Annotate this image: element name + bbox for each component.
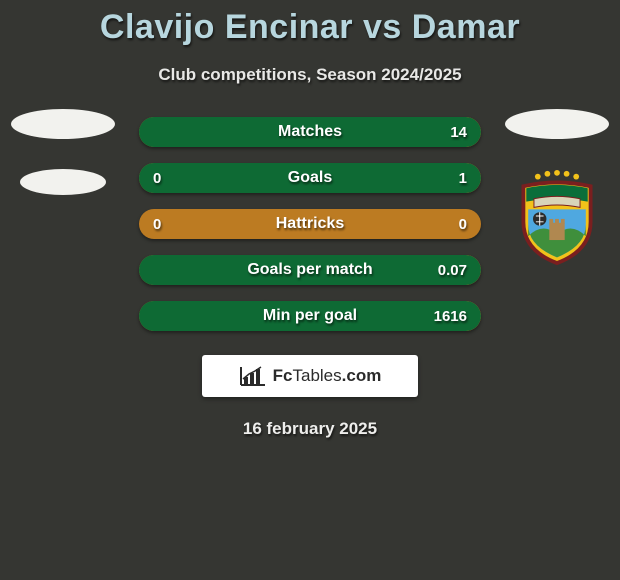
stat-value-right: 1 [459, 170, 467, 187]
stat-value-right: 0 [459, 216, 467, 233]
stat-row: Min per goal 1616 [139, 301, 481, 331]
stat-row: Goals per match 0.07 [139, 255, 481, 285]
site-logo-text: FcTables.com [273, 366, 382, 386]
stat-value-right: 0.07 [438, 262, 467, 279]
update-date: 16 february 2025 [0, 419, 620, 439]
stat-row: 0 Hattricks 0 [139, 209, 481, 239]
right-badge-1 [505, 109, 609, 139]
site-logo[interactable]: FcTables.com [202, 355, 418, 397]
bar-chart-icon [239, 365, 267, 387]
left-badge-2 [20, 169, 106, 195]
left-club-badges [8, 109, 118, 195]
stat-row: 0 Goals 1 [139, 163, 481, 193]
stat-label: Goals [288, 169, 332, 187]
club-crest-icon [509, 169, 605, 265]
stat-value-right: 14 [450, 124, 467, 141]
stats-list: Matches 14 0 Goals 1 0 Hattricks 0 Goals per mat… [139, 117, 481, 331]
left-badge-1 [11, 109, 115, 139]
stat-label: Hattricks [276, 215, 344, 233]
comparison-panel: Matches 14 0 Goals 1 0 Hattricks 0 Goals per mat… [0, 117, 620, 439]
stat-value-right: 1616 [434, 308, 467, 325]
page-subtitle: Club competitions, Season 2024/2025 [0, 65, 620, 85]
page-title: Clavijo Encinar vs Damar [0, 0, 620, 47]
right-club-badges [502, 109, 612, 265]
stat-value-left: 0 [153, 170, 161, 187]
stat-value-left: 0 [153, 216, 161, 233]
stat-row: Matches 14 [139, 117, 481, 147]
stat-label: Goals per match [247, 261, 372, 279]
stat-label: Min per goal [263, 307, 357, 325]
stat-label: Matches [278, 123, 342, 141]
